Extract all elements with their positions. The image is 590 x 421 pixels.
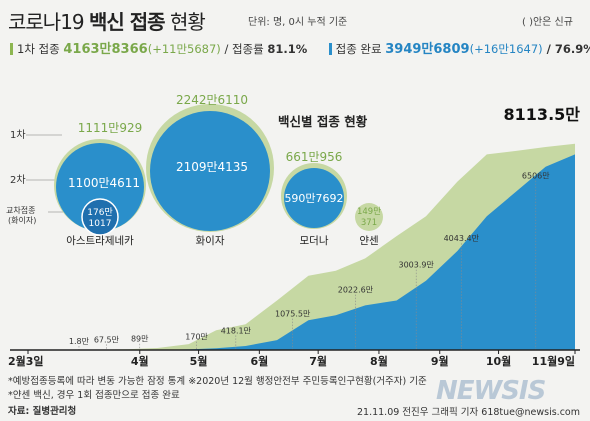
first-rate-value: 81.1%	[267, 42, 308, 56]
az-first-label: 1111만929	[78, 121, 142, 135]
az-cross-label-2: 1017	[89, 219, 112, 229]
moderna-first-label: 661만956	[286, 150, 343, 164]
x-tick-label: 7월	[309, 354, 327, 368]
az-cross-label-1: 176만	[87, 207, 112, 218]
row-label-cross-1: 교차접종	[6, 205, 35, 215]
annotation-label: 1075.5만	[275, 310, 311, 319]
source-label: 자료: 질병관리청	[8, 406, 77, 417]
bubble-section-title: 백신별 접종 현황	[278, 114, 368, 129]
x-tick-label: 5월	[190, 354, 208, 368]
full-dose-new: (+16만1647)	[469, 42, 543, 56]
annotation-label: 418.1만	[221, 326, 252, 335]
az-second-label: 1100만4611	[68, 176, 140, 190]
x-tick-label: 8월	[370, 354, 388, 368]
footnote-1: *예방접종등록에 따라 변동 가능한 잠정 통계 ※2020년 12월 행정안전…	[8, 376, 427, 387]
row-label-first: 1차	[10, 129, 26, 141]
x-tick-label: 4월	[131, 354, 149, 368]
annotation-label: 1.8만	[69, 337, 90, 346]
pfizer-first-label: 2242만6110	[176, 93, 248, 107]
x-tick-label: 6월	[250, 354, 268, 368]
title-prefix: 코로나19	[8, 10, 90, 34]
annotation-label: 2022.6만	[338, 286, 374, 295]
area-series-fully-vaccinated	[73, 154, 575, 350]
newsis-logo: NEWSIS	[436, 376, 546, 406]
annotation-label: 67.5만	[94, 335, 120, 344]
bubble-az-second	[56, 143, 144, 231]
credit-line: 21.11.09 전진우 그래픽 기자 618tue@newsis.com	[356, 407, 580, 418]
x-tick-label: 9월	[431, 354, 449, 368]
bubble-az-cross	[81, 198, 119, 236]
moderna-second-label: 590만7692	[284, 192, 343, 205]
annotation-label: 4043.4만	[444, 234, 480, 243]
title-suffix: 현황	[164, 10, 206, 34]
first-dose-new: (+11만5687)	[147, 42, 221, 56]
annotation-label: 3003.9만	[399, 261, 435, 270]
stats-line: 1차 접종 4163만8366(+11만5687) / 접종률 81.1% 접종…	[10, 38, 590, 57]
full-rate-value: / 76.9%	[542, 42, 590, 56]
bubble-janssen-first	[355, 203, 383, 231]
az-name: 아스트라제네카	[66, 235, 134, 247]
footnote-2: *얀센 백신, 경우 1회 접종만으로 접종 완료	[8, 390, 180, 401]
first-dose-marker	[10, 43, 13, 55]
total-doses-label: 8113.5만	[504, 105, 581, 124]
bubble-pfizer-second	[150, 111, 270, 231]
moderna-name: 모더나	[300, 235, 329, 247]
page-title: 코로나19 백신 접종 현황	[8, 6, 206, 35]
unit-note: 단위: 명, 0시 누적 기준	[248, 17, 348, 28]
full-dose-label: 접종 완료	[335, 42, 386, 56]
x-tick-label: 2월3일	[8, 354, 44, 368]
full-dose-marker	[328, 43, 332, 55]
x-tick-label: 10월	[486, 354, 511, 368]
annotation-label: 89만	[131, 335, 149, 344]
row-label-second: 2차	[10, 174, 26, 186]
first-dose-value: 4163만8366	[63, 42, 148, 57]
janssen-name: 얀센	[359, 234, 378, 247]
first-rate-label: / 접종률	[220, 42, 268, 56]
x-tick-label: 11월9일	[532, 354, 575, 368]
new-note: ( )안은 신규	[522, 17, 573, 28]
janssen-second-label: 371	[361, 218, 377, 228]
row-label-cross-2: (화이자)	[8, 215, 36, 225]
first-dose-label: 1차 접종	[17, 42, 64, 56]
title-bold: 백신 접종	[89, 10, 166, 34]
janssen-first-label: 149만	[357, 207, 381, 217]
bubble-moderna-second	[284, 168, 344, 228]
full-dose-value: 3949만6809	[385, 42, 470, 57]
pfizer-second-label: 2109만4135	[176, 160, 248, 174]
pfizer-name: 화이자	[196, 235, 225, 247]
annotation-label: 6506만	[522, 172, 550, 181]
annotation-label: 170만	[185, 333, 208, 342]
